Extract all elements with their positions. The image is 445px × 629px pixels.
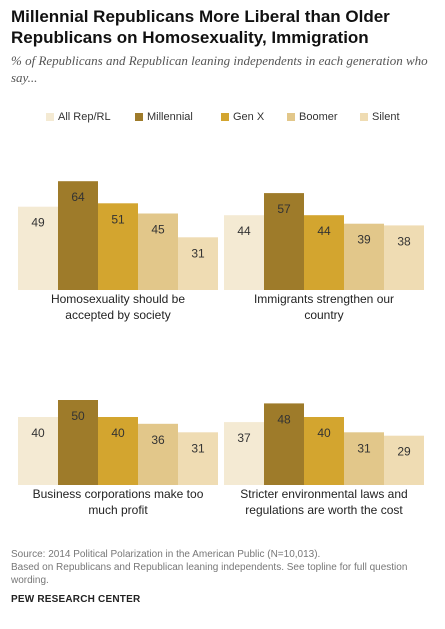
bar-value-2-boomer: 39	[357, 233, 371, 247]
bar-1-silent	[178, 237, 218, 290]
bar-panel-3: 40 50 40 36 31 Business corporations make too…	[18, 400, 218, 517]
bar-value-3-all: 40	[31, 426, 45, 440]
bar-value-3-silent: 31	[191, 441, 205, 455]
bar-value-1-silent: 31	[191, 246, 205, 260]
source-note: Source: 2014 Political Polarization in t…	[11, 548, 436, 587]
bar-value-4-silent: 29	[397, 445, 411, 459]
bar-value-1-millennial: 64	[71, 190, 85, 204]
bar-value-3-millennial: 50	[71, 409, 85, 423]
bar-4-boomer	[344, 432, 384, 485]
panel-label-3: Business corporations make too much profi…	[33, 487, 204, 517]
bar-panel-1: 49 64 51 45 31 Homosexuality should be accepte…	[18, 181, 218, 322]
bar-value-4-genx: 40	[317, 426, 331, 440]
bar-2-all	[224, 215, 264, 290]
bar-4-all	[224, 422, 264, 485]
bar-2-genx	[304, 215, 344, 290]
org-credit: PEW RESEARCH CENTER	[11, 594, 141, 605]
legend-item-all: All Rep/RL	[46, 109, 111, 125]
bar-4-silent	[384, 435, 424, 485]
bar-value-3-genx: 40	[111, 426, 125, 440]
panel-label-2: Immigrants strengthen our country	[254, 292, 394, 322]
bar-1-millennial	[58, 181, 98, 290]
legend-swatch-all	[46, 113, 54, 121]
legend-item-genx: Gen X	[221, 109, 264, 125]
bar-value-2-all: 44	[237, 224, 251, 238]
bar-3-genx	[98, 417, 138, 485]
bar-value-1-all: 49	[31, 216, 45, 230]
bar-3-silent	[178, 432, 218, 485]
panel-label-1: Homosexuality should be accepted by socie…	[51, 292, 185, 322]
bar-value-3-boomer: 36	[151, 433, 165, 447]
legend-label-millennial: Millennial	[147, 111, 193, 123]
chart-subtitle: % of Republicans and Republican leaning …	[11, 53, 428, 85]
bar-2-millennial	[264, 193, 304, 290]
bar-4-millennial	[264, 403, 304, 485]
panel-label-4: Stricter environmental laws and regulatio…	[240, 487, 407, 517]
bar-1-genx	[98, 203, 138, 290]
bar-2-boomer	[344, 223, 384, 290]
bar-value-2-millennial: 57	[277, 202, 291, 216]
bar-panel-2: 44 57 44 39 38 Immigrants strengthen our count…	[224, 193, 424, 322]
bar-3-all	[18, 417, 58, 485]
legend-swatch-genx	[221, 113, 229, 121]
source-line-2: Based on Republicans and Republican lean…	[11, 562, 408, 586]
legend-swatch-silent	[360, 113, 368, 121]
bar-1-boomer	[138, 213, 178, 290]
legend: All Rep/RL Millennial Gen X Boomer Silen…	[0, 109, 445, 125]
bar-4-genx	[304, 417, 344, 485]
legend-item-millennial: Millennial	[135, 109, 193, 125]
legend-label-all: All Rep/RL	[58, 111, 111, 123]
bar-value-1-genx: 51	[111, 212, 125, 226]
legend-item-silent: Silent	[360, 109, 400, 125]
bar-value-4-boomer: 31	[357, 441, 371, 455]
bar-2-silent	[384, 225, 424, 290]
source-line-1: Source: 2014 Political Polarization in t…	[11, 549, 321, 560]
bar-value-2-genx: 44	[317, 224, 331, 238]
legend-item-boomer: Boomer	[287, 109, 338, 125]
legend-label-boomer: Boomer	[299, 111, 338, 123]
bar-1-all	[18, 206, 58, 290]
bar-value-4-millennial: 48	[277, 412, 291, 426]
bar-3-boomer	[138, 423, 178, 485]
bar-value-4-all: 37	[237, 431, 251, 445]
bar-panel-4: 37 48 40 31 29 Stricter environmental laws an…	[224, 403, 424, 517]
legend-swatch-millennial	[135, 113, 143, 121]
bar-value-2-silent: 38	[397, 234, 411, 248]
legend-label-silent: Silent	[372, 111, 400, 123]
legend-label-genx: Gen X	[233, 111, 265, 123]
chart-title: Millennial Republicans More Liberal than…	[11, 7, 390, 47]
legend-swatch-boomer	[287, 113, 295, 121]
bar-3-millennial	[58, 400, 98, 485]
bar-value-1-boomer: 45	[151, 223, 165, 237]
